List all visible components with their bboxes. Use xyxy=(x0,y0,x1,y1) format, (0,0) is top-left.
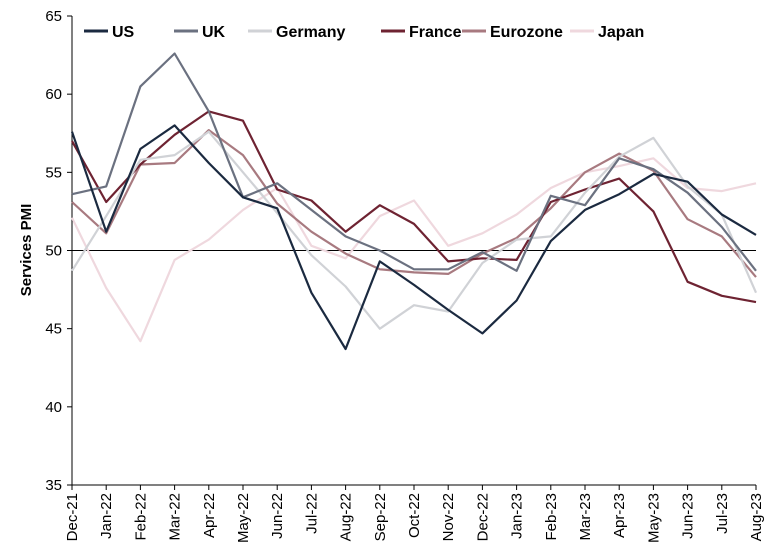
legend-label: Germany xyxy=(276,24,345,41)
y-tick-label: 50 xyxy=(45,243,62,260)
x-tick-label: Sep-22 xyxy=(372,493,389,541)
x-tick-label: Nov-22 xyxy=(440,493,457,541)
legend-item-eurozone: Eurozone xyxy=(462,24,563,41)
x-tick-label: Oct-22 xyxy=(406,493,423,538)
x-tick-label: Feb-22 xyxy=(132,493,149,541)
legend-item-germany: Germany xyxy=(248,24,345,41)
x-tick-label: Apr-23 xyxy=(611,493,628,538)
x-tick-label: Dec-22 xyxy=(474,493,491,541)
x-tick-label: Jan-22 xyxy=(98,493,115,539)
legend-item-japan: Japan xyxy=(570,24,644,41)
x-tick-label: Dec-21 xyxy=(64,493,81,541)
x-tick-label: Jun-23 xyxy=(680,493,697,539)
x-tick-label: May-23 xyxy=(645,493,662,543)
legend-label: UK xyxy=(202,24,226,41)
legend-label: Japan xyxy=(598,24,644,41)
legend-item-uk: UK xyxy=(174,24,226,41)
y-axis-label: Services PMI xyxy=(18,204,35,297)
legend-item-us: US xyxy=(84,24,135,41)
series-line-france xyxy=(71,110,757,304)
series-lines xyxy=(70,52,758,351)
x-tick-label: Jun-22 xyxy=(269,493,286,539)
x-tick-label: May-22 xyxy=(235,493,252,543)
chart-legend: US UK Germany France Eurozone Japan xyxy=(84,24,644,41)
legend-item-france: France xyxy=(381,24,462,41)
y-tick-label: 35 xyxy=(45,477,62,494)
y-tick-label: 55 xyxy=(45,164,62,181)
y-tick-label: 40 xyxy=(45,399,62,416)
x-tick-label: Mar-23 xyxy=(577,493,594,541)
x-tick-label: Jan-23 xyxy=(509,493,526,539)
y-tick-label: 60 xyxy=(45,86,62,103)
x-tick-label: Mar-22 xyxy=(167,493,184,541)
x-tick-label: Apr-22 xyxy=(201,493,218,538)
x-tick-label: Aug-22 xyxy=(338,493,355,541)
x-tick-label: Jul-22 xyxy=(303,493,320,534)
x-tick-label: Feb-23 xyxy=(543,493,560,541)
series-line-eurozone xyxy=(71,129,757,278)
y-tick-label: 45 xyxy=(45,321,62,338)
series-line-japan xyxy=(71,157,757,343)
series-line-us xyxy=(70,124,757,351)
chart-axes: 35 40 45 50 55 60 65 Dec-21 Jan-22 Feb-22 Mar-22 Ap… xyxy=(45,8,765,543)
series-line-germany xyxy=(71,130,758,330)
x-tick-label: Jul-23 xyxy=(714,493,731,534)
series-line-uk xyxy=(71,52,757,272)
x-tick-label: Aug-23 xyxy=(748,493,765,541)
y-tick-label: 65 xyxy=(45,8,62,25)
legend-label: France xyxy=(409,24,462,41)
legend-label: Eurozone xyxy=(490,24,563,41)
legend-label: US xyxy=(112,24,135,41)
